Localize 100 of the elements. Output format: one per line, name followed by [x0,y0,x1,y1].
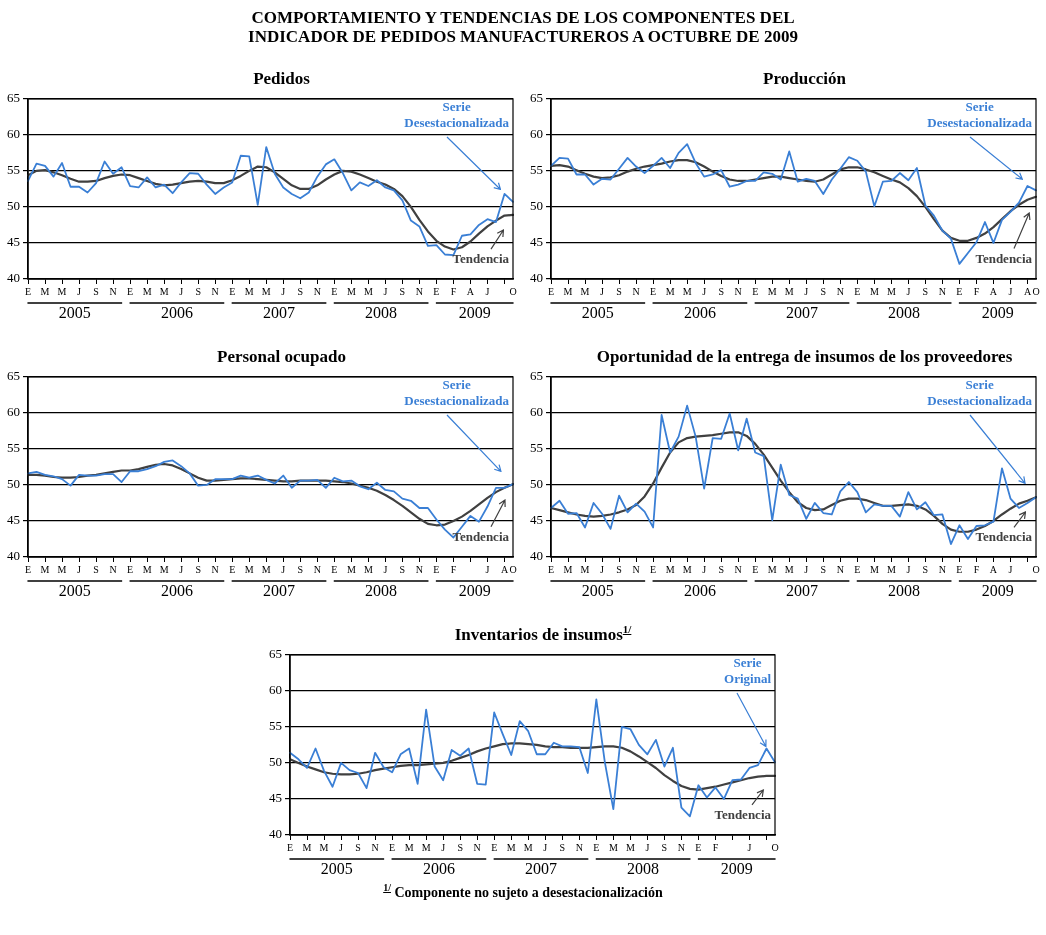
x-tick-label: O [1032,285,1040,297]
x-tick-label: M [346,285,356,297]
text: 2007 [786,582,819,600]
x-tick-label: E [650,285,657,297]
x-tick-label: J [600,285,605,297]
y-tick-label: 45 [530,512,543,528]
y-tick-label: 55 [268,718,282,734]
x-tick-label: E [127,285,134,297]
x-tick-label: M [869,285,879,297]
text: 2007 [786,304,819,322]
text: $^{1/}$ Componente no sujeto a desestacionalización [382,882,664,901]
x-tick-label: J [77,563,82,575]
x-tick-label: J [804,285,809,297]
x-tick-label: F [450,563,457,575]
x-tick-label: S [93,563,99,575]
x-tick-label: J [906,563,911,575]
x-tick-label: J [702,285,707,297]
x-tick-label: N [575,841,583,853]
x-tick-label: N [415,285,424,297]
x-tick-label: M [506,841,516,853]
x-tick-label: S [616,285,622,297]
x-tick-label: S [559,841,565,853]
x-tick-label: M [682,563,692,575]
x-tick-label: M [682,285,692,297]
x-tick-label: S [354,841,361,853]
x-tick-label: E [433,563,440,575]
legend-label: Tendencia [452,250,510,266]
y-tick-label: 55 [7,162,20,178]
text: 2005 [320,860,353,878]
text: 2009 [981,582,1014,600]
x-tick-label: M [869,563,879,575]
x-tick-label: M [142,285,152,297]
x-tick-label: E [127,563,134,575]
x-tick-label: E [752,285,759,297]
x-tick-label: E [24,285,32,297]
x-tick-label: M [159,563,169,575]
x-tick-label: S [820,285,827,297]
text: 2008 [888,582,921,600]
x-tick-label: M [40,563,50,575]
x-tick-label: J [485,285,490,297]
x-tick-label: E [229,285,236,297]
text: 2007 [263,582,296,600]
y-tick-label: 45 [7,512,20,528]
text: 2006 [683,304,716,322]
x-tick-label: S [93,285,99,297]
x-tick-label: J [702,563,707,575]
x-tick-label: E [956,285,963,297]
x-tick-label: J [1008,285,1013,297]
text: Serie Desestacionalizada [404,98,510,130]
x-tick-label: J [542,841,547,853]
x-tick-label: A [1023,285,1032,297]
x-tick-label: M [142,563,152,575]
text: Serie Desestacionalizada [927,376,1033,408]
x-tick-label: N [109,285,117,297]
chart-title: Inventarios de insumos$^{1/}$ [454,622,632,644]
y-tick-label: 65 [7,368,20,384]
x-tick-label: E [229,563,236,575]
y-tick-label: 45 [7,234,20,250]
x-tick-label: M [261,285,271,297]
y-tick-label: 40 [530,270,543,286]
x-tick-label: A [466,285,475,297]
x-tick-label: M [57,285,67,297]
x-tick-label: J [179,563,184,575]
x-tick-label: S [399,285,406,297]
y-tick-label: 45 [268,790,282,806]
y-tick-label: 60 [268,682,282,698]
y-tick-label: 55 [530,440,543,456]
text: 2005 [58,304,91,322]
text: 2005 [58,582,91,600]
x-tick-label: M [421,841,431,853]
text: 2009 [458,304,491,322]
y-tick-label: 65 [530,90,543,106]
x-tick-label: J [644,841,649,853]
x-tick-label: J [383,563,388,575]
x-tick-label: A [989,563,998,575]
text: 2008 [365,304,398,322]
x-tick-label: J [804,563,809,575]
y-tick-label: 55 [7,440,20,456]
y-tick-label: 40 [530,548,543,564]
x-tick-label: F [450,285,457,297]
x-tick-label: E [547,563,555,575]
x-tick-label: E [388,841,395,853]
x-tick-label: M [57,563,67,575]
x-tick-label: M [886,285,896,297]
x-tick-label: M [346,563,356,575]
text: Serie Desestacionalizada [404,376,510,408]
x-tick-label: E [752,563,759,575]
chart-title: Oportunidad de la entrega de insumos de los proveedores [596,347,1013,366]
series-label: Tendencia [975,250,1033,266]
chart-title: Pedidos [253,69,310,88]
x-tick-label: M [886,563,896,575]
x-tick-label: E [24,563,32,575]
x-tick-label: M [244,285,254,297]
x-tick-label: E [490,841,497,853]
x-tick-label: J [485,563,490,575]
x-tick-label: S [820,563,827,575]
x-tick-label: M [302,841,312,853]
y-tick-label: 50 [7,198,20,214]
x-tick-label: E [547,285,555,297]
x-tick-label: M [580,563,590,575]
